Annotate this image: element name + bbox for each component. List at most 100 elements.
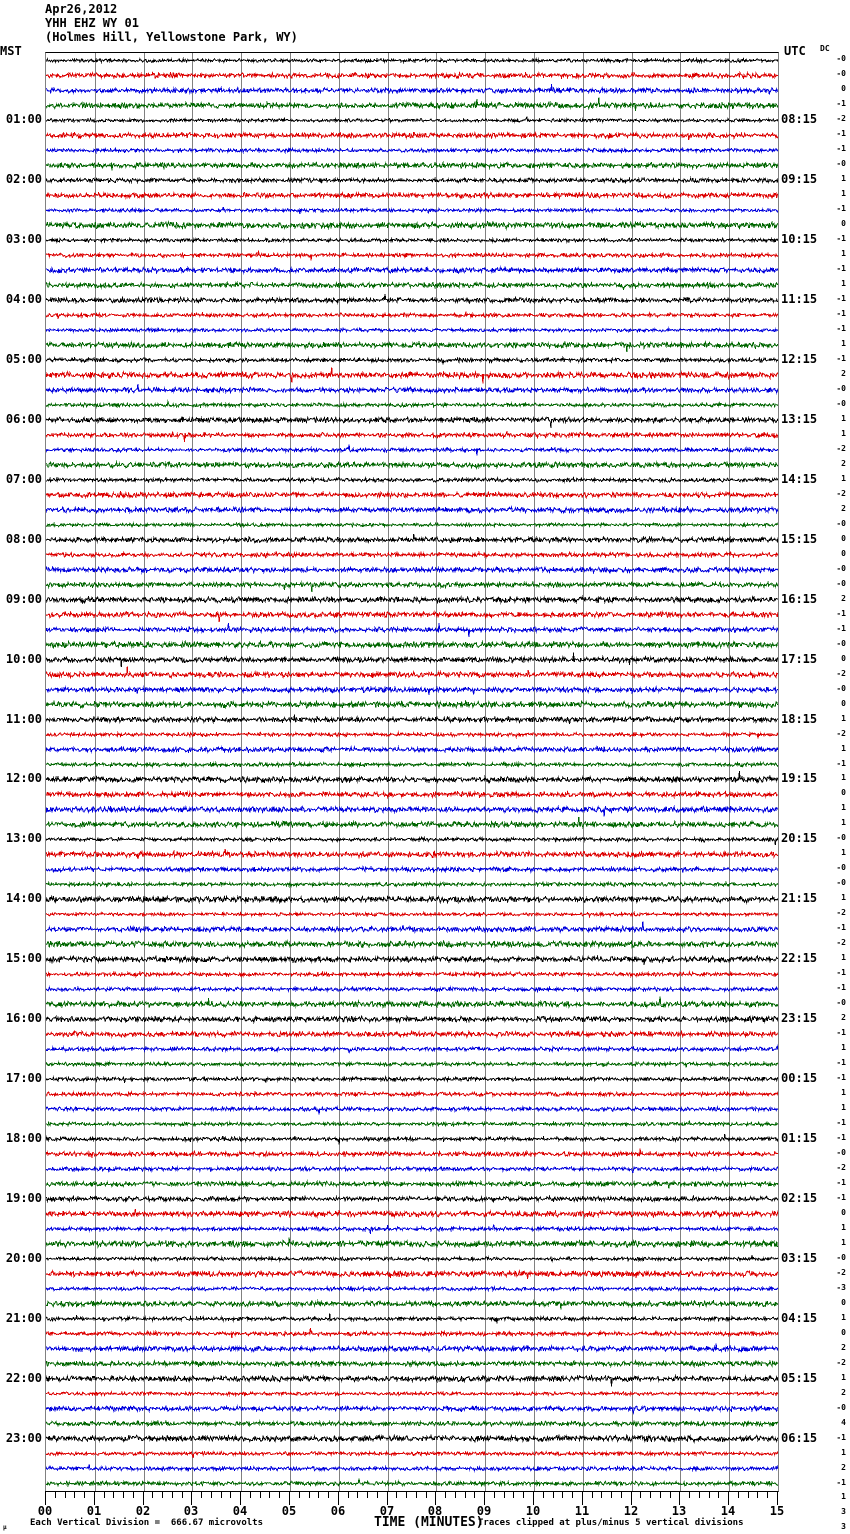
- dc-value-82: -3: [836, 1282, 846, 1292]
- trace-71: [46, 1120, 778, 1128]
- x-major-tick-04: [240, 1491, 241, 1505]
- utc-tick-1615: 16:15: [781, 591, 818, 606]
- dc-value-45: -2: [836, 728, 846, 738]
- trace-29: [46, 490, 778, 500]
- x-tick-label-15: 15: [769, 1504, 785, 1518]
- dc-value-17: -1: [836, 309, 846, 319]
- dc-column-label: DC: [820, 44, 830, 53]
- gridline-minute-08: [436, 53, 437, 1491]
- trace-44: [46, 714, 778, 725]
- x-major-tick-05: [289, 1491, 290, 1505]
- scale-note: Each Vertical Division = 666.67 microvol…: [30, 1518, 263, 1528]
- x-minor-tick: [299, 1491, 300, 1498]
- trace-69: [46, 1090, 778, 1098]
- dc-value-44: 1: [841, 713, 846, 723]
- x-tick-label-05: 05: [281, 1504, 297, 1518]
- dc-value-52: -0: [836, 833, 846, 843]
- x-minor-tick: [357, 1491, 358, 1498]
- trace-41: [46, 666, 778, 680]
- trace-4: [46, 116, 778, 124]
- dc-value-75: -1: [836, 1177, 846, 1187]
- trace-81: [46, 1269, 778, 1279]
- header-location: (Holmes Hill, Yellowstone Park, WY): [45, 30, 298, 44]
- trace-84: [46, 1313, 778, 1324]
- dc-value-74: -2: [836, 1162, 846, 1172]
- trace-24: [46, 415, 778, 428]
- mst-tick-2300: 23:00: [5, 1430, 42, 1445]
- dc-value-64: 2: [841, 1013, 846, 1023]
- trace-56: [46, 894, 778, 905]
- trace-31: [46, 521, 778, 529]
- trace-11: [46, 220, 778, 231]
- x-minor-tick: [748, 1491, 749, 1498]
- trace-65: [46, 1029, 778, 1039]
- trace-54: [46, 865, 778, 874]
- dc-value-58: -1: [836, 923, 846, 933]
- x-minor-tick: [201, 1491, 202, 1498]
- trace-1: [46, 70, 778, 80]
- x-major-tick-06: [338, 1491, 339, 1505]
- trace-48: [46, 771, 778, 785]
- utc-tick-1215: 12:15: [781, 352, 818, 367]
- trace-3: [46, 97, 778, 111]
- dc-value-51: 1: [841, 818, 846, 828]
- gridline-minute-06: [339, 53, 340, 1491]
- mst-tick-1500: 15:00: [5, 951, 42, 966]
- utc-tick-0915: 09:15: [781, 172, 818, 187]
- dc-value-25: 1: [841, 428, 846, 438]
- x-minor-tick: [553, 1491, 554, 1498]
- trace-42: [46, 685, 778, 696]
- mst-tick-0400: 04:00: [5, 292, 42, 307]
- dc-value-37: -1: [836, 608, 846, 618]
- dc-value-90: -0: [836, 1402, 846, 1412]
- x-minor-tick: [523, 1491, 524, 1498]
- trace-89: [46, 1390, 778, 1398]
- trace-0: [46, 56, 778, 65]
- dc-value-1: -0: [836, 69, 846, 79]
- dc-value-72: -1: [836, 1132, 846, 1142]
- trace-25: [46, 429, 778, 442]
- dc-value-81: -2: [836, 1267, 846, 1277]
- x-minor-tick: [572, 1491, 573, 1498]
- clip-note: Traces clipped at plus/minus 5 vertical …: [478, 1518, 744, 1528]
- dc-value-54: -0: [836, 863, 846, 873]
- x-minor-tick: [455, 1491, 456, 1498]
- utc-tick-2315: 23:15: [781, 1011, 818, 1026]
- x-minor-tick: [709, 1491, 710, 1498]
- x-tick-label-06: 06: [330, 1504, 346, 1518]
- x-minor-tick: [601, 1491, 602, 1498]
- gridline-minute-07: [388, 53, 389, 1491]
- trace-70: [46, 1104, 778, 1115]
- dc-value-73: -0: [836, 1147, 846, 1157]
- dc-value-95: -1: [836, 1477, 846, 1487]
- trace-92: [46, 1433, 778, 1444]
- trace-77: [46, 1209, 778, 1219]
- utc-tick-1015: 10:15: [781, 232, 818, 247]
- mst-tick-1800: 18:00: [5, 1130, 42, 1145]
- utc-tick-1415: 14:15: [781, 471, 818, 486]
- x-minor-tick: [767, 1491, 768, 1498]
- x-minor-tick: [738, 1491, 739, 1498]
- x-tick-label-14: 14: [720, 1504, 736, 1518]
- dc-value-7: -0: [836, 159, 846, 169]
- trace-64: [46, 1014, 778, 1025]
- trace-19: [46, 340, 778, 352]
- trace-8: [46, 176, 778, 185]
- x-major-tick-13: [679, 1491, 680, 1505]
- trace-16: [46, 294, 778, 305]
- dc-value-86: 2: [841, 1342, 846, 1352]
- chart-header: Apr26,2012 YHH EHZ WY 01 (Holmes Hill, Y…: [45, 2, 298, 44]
- trace-51: [46, 816, 778, 830]
- mst-tick-1200: 12:00: [5, 771, 42, 786]
- gridline-minute-04: [241, 53, 242, 1491]
- x-minor-tick: [260, 1491, 261, 1498]
- helicorder-plot: [45, 52, 779, 1492]
- x-minor-tick: [513, 1491, 514, 1498]
- dc-value-34: -0: [836, 563, 846, 573]
- utc-tick-1815: 18:15: [781, 711, 818, 726]
- x-minor-tick: [123, 1491, 124, 1498]
- x-minor-tick: [133, 1491, 134, 1498]
- mst-tick-0500: 05:00: [5, 352, 42, 367]
- x-minor-tick: [504, 1491, 505, 1498]
- x-tick-label-00: 00: [37, 1504, 53, 1518]
